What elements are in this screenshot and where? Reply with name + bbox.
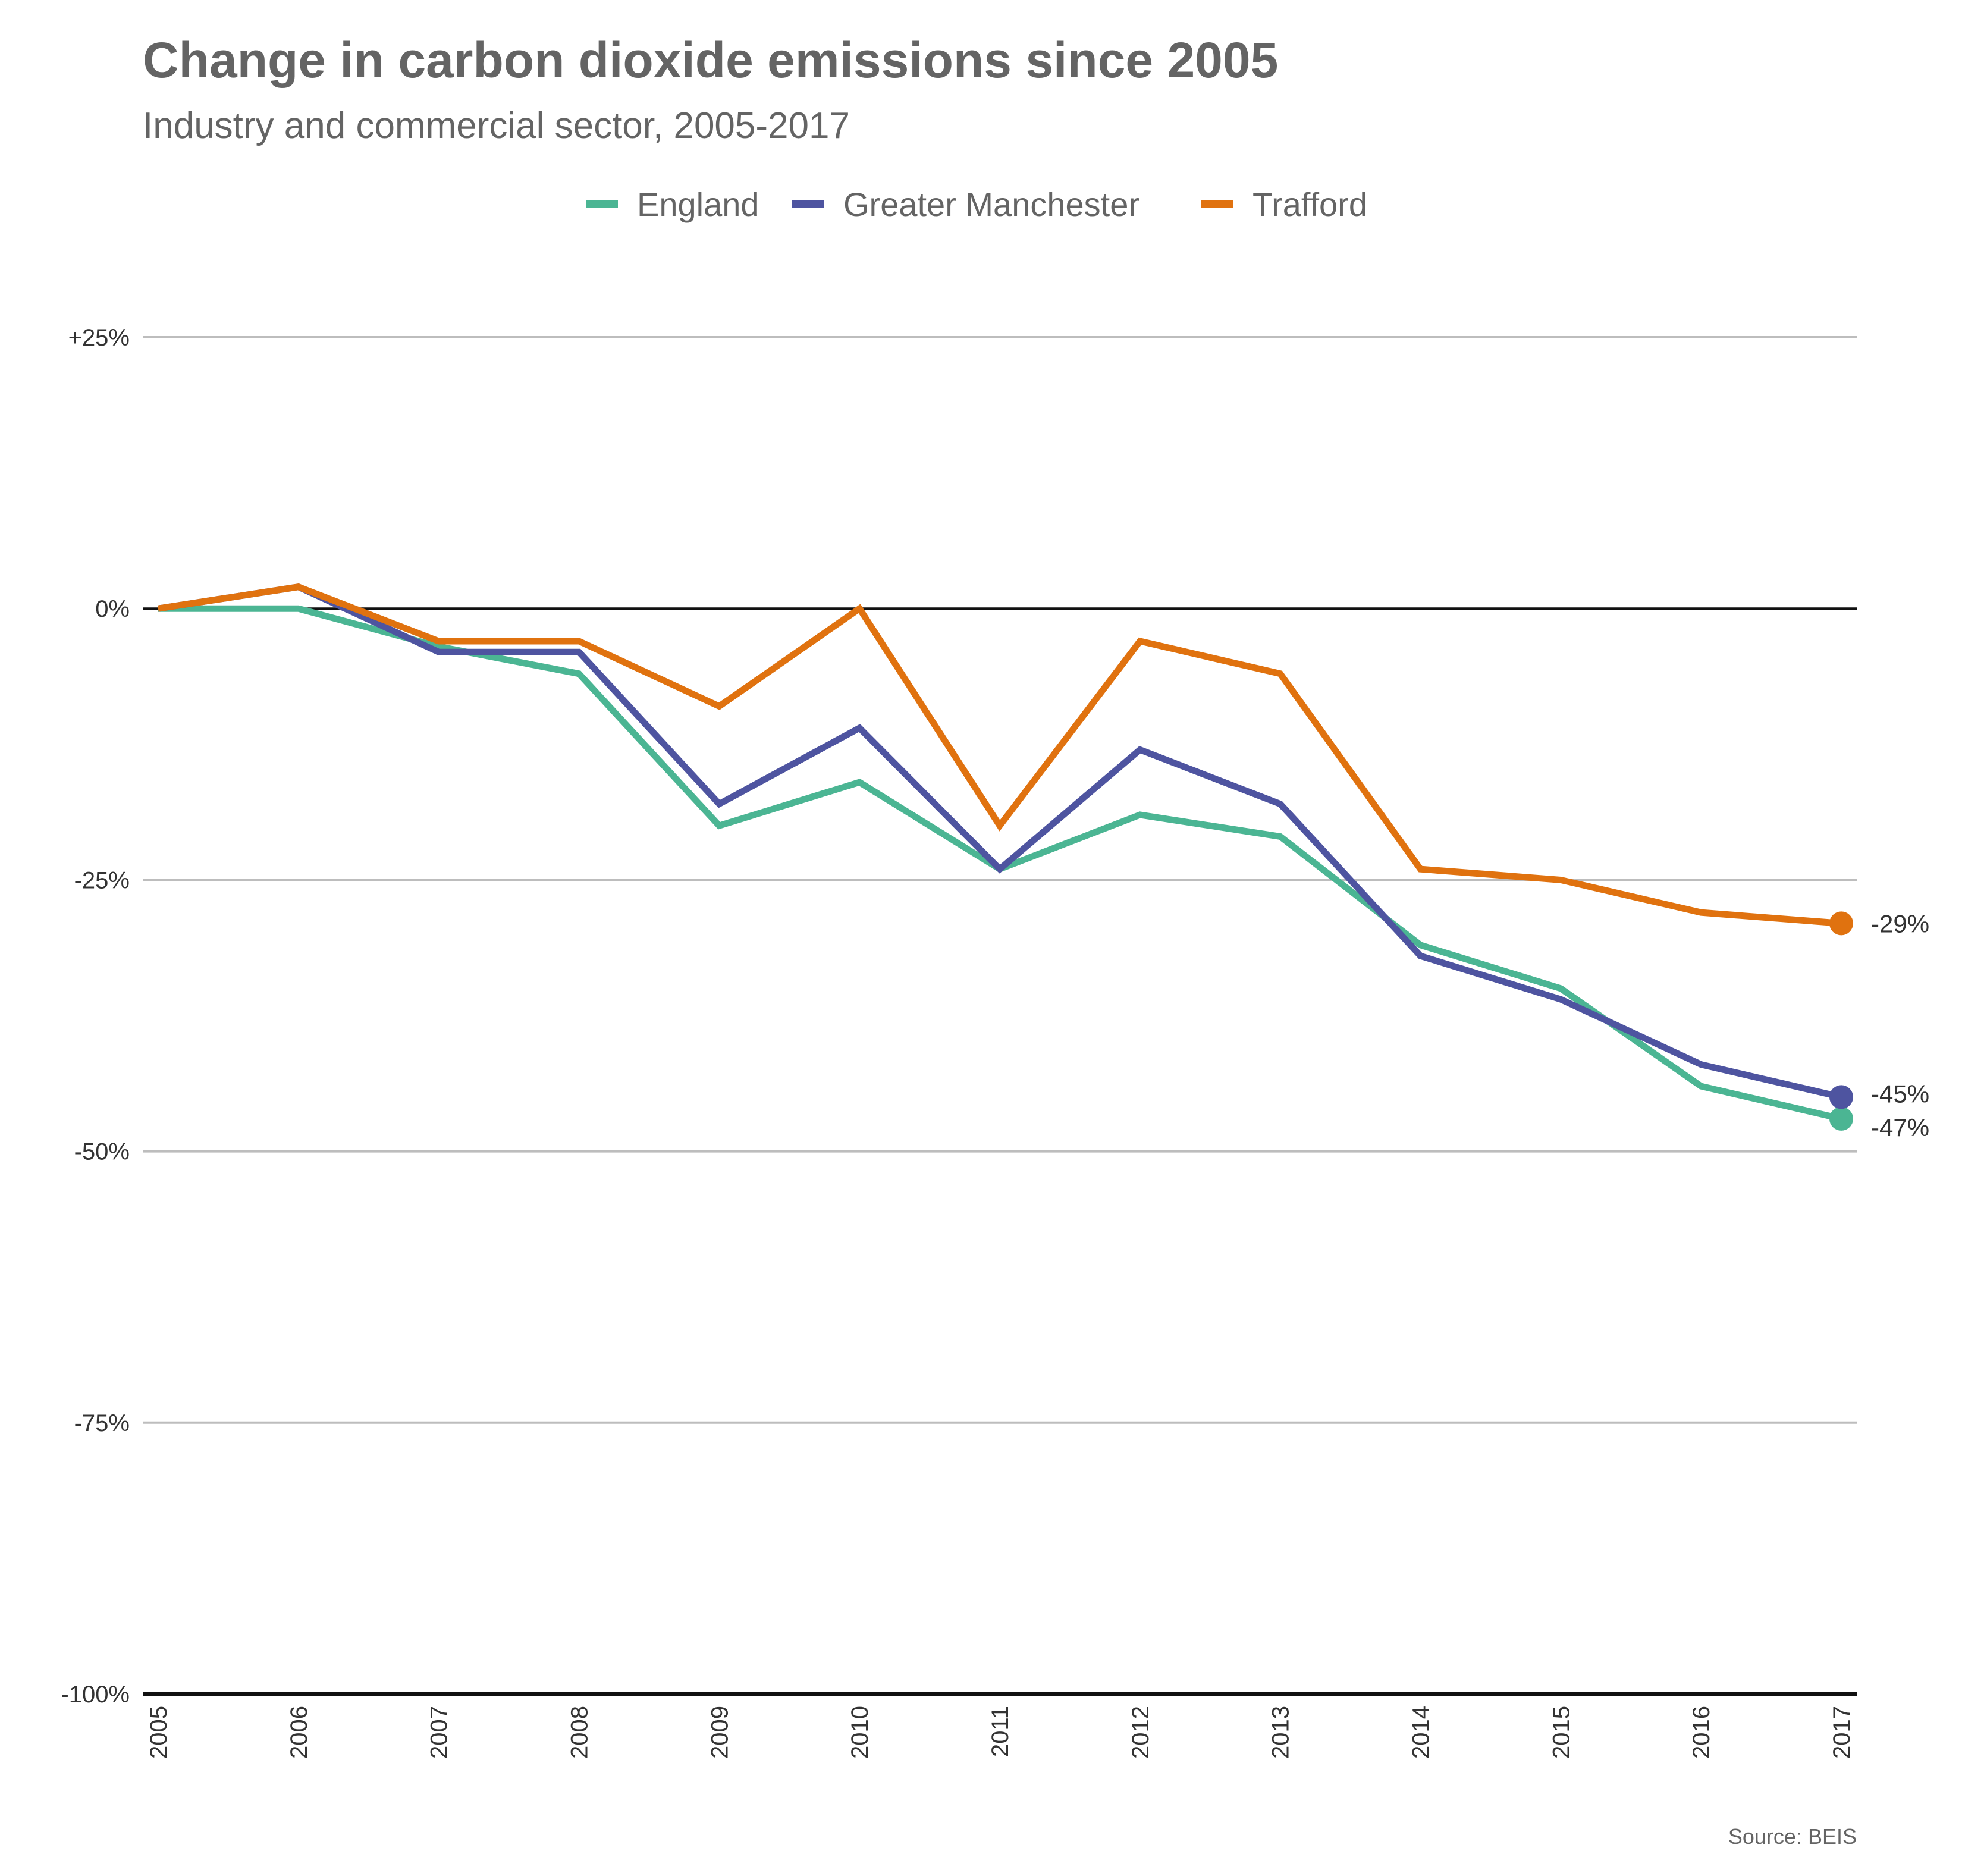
- legend-label: Trafford: [1252, 186, 1367, 223]
- legend-item: Trafford: [1201, 186, 1367, 223]
- y-tick-label: +25%: [68, 325, 130, 351]
- chart-subtitle: Industry and commercial sector, 2005-201…: [143, 105, 850, 146]
- source-note: Source: BEIS: [1728, 1824, 1857, 1849]
- series-endpoint: [1829, 911, 1853, 936]
- chart-title: Change in carbon dioxide emissions since…: [143, 32, 1278, 88]
- y-tick-label: -25%: [74, 867, 130, 893]
- x-tick-label: 2017: [1829, 1706, 1855, 1759]
- end-value-label: -45%: [1871, 1080, 1929, 1108]
- x-tick-label: 2005: [146, 1706, 172, 1759]
- legend-label: England: [637, 186, 759, 223]
- legend-item: England: [586, 186, 759, 223]
- end-value-label: -29%: [1871, 909, 1929, 937]
- series-endpoint: [1829, 1085, 1853, 1109]
- series-line-trafford: [158, 583, 1842, 927]
- y-tick-label: -50%: [74, 1139, 130, 1165]
- x-axis: 2005 2006 2007 2008 2009 2010 2011 2012 2013 2014…: [146, 1706, 1855, 1759]
- legend-label: Greater Manchester: [843, 186, 1139, 223]
- legend: England Greater Manchester Trafford: [586, 186, 1367, 223]
- series-line-england: [158, 605, 1842, 1122]
- y-tick-label: -100%: [61, 1682, 130, 1708]
- series-line-greater-manchester: [158, 583, 1842, 1100]
- legend-item: Greater Manchester: [792, 186, 1139, 223]
- x-tick-label: 2009: [707, 1706, 733, 1759]
- x-tick-label: 2013: [1268, 1706, 1294, 1759]
- y-tick-label: -75%: [74, 1410, 130, 1436]
- x-tick-label: 2011: [987, 1706, 1013, 1757]
- y-axis: +25% 0% -25% -50% -75% -100%: [61, 325, 130, 1708]
- x-tick-label: 2012: [1128, 1706, 1154, 1759]
- x-tick-label: 2014: [1408, 1706, 1434, 1759]
- gridlines: [143, 336, 1857, 1696]
- x-tick-label: 2016: [1688, 1706, 1715, 1759]
- x-tick-label: 2015: [1548, 1706, 1574, 1759]
- series-lines: [158, 583, 1842, 1122]
- series-endpoints: -47% -45% -29%: [1829, 909, 1929, 1141]
- x-tick-label: 2007: [426, 1706, 453, 1759]
- end-value-label: -47%: [1871, 1113, 1929, 1141]
- x-tick-label: 2008: [567, 1706, 593, 1759]
- series-endpoint: [1829, 1106, 1853, 1131]
- x-tick-label: 2010: [847, 1706, 873, 1759]
- y-tick-label: 0%: [95, 596, 130, 622]
- x-tick-label: 2006: [286, 1706, 312, 1759]
